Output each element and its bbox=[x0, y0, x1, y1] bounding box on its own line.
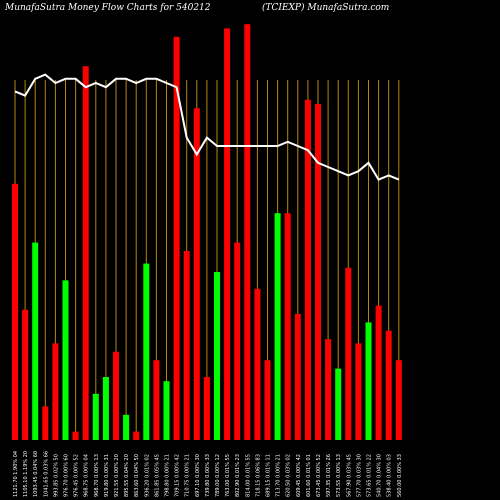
bar bbox=[52, 343, 59, 440]
bar bbox=[274, 213, 281, 440]
x-tick-label: 673.45 0.00% 52 bbox=[316, 454, 322, 497]
bar bbox=[365, 322, 372, 440]
bar bbox=[133, 431, 140, 440]
x-tick-label: 993.85 0.02% 50 bbox=[53, 454, 59, 497]
bar bbox=[375, 305, 382, 440]
x-tick-label: 895.55 0.04% 20 bbox=[124, 454, 130, 497]
x-tick-label: 968.75 0.00% 04 bbox=[84, 454, 90, 497]
bar bbox=[12, 183, 18, 441]
bar bbox=[92, 393, 99, 440]
bar bbox=[214, 272, 220, 440]
bar bbox=[335, 368, 342, 440]
x-tick-label: 802.90 0.01% 23 bbox=[235, 454, 241, 497]
x-tick-label: 573.55 0.00% 13 bbox=[336, 454, 342, 497]
x-tick-label: 1121.70 1.90% 04 bbox=[13, 451, 19, 497]
x-tick-label: 620.50 0.03% 02 bbox=[286, 454, 292, 497]
x-tick-label: 609.45 0.00% 42 bbox=[296, 454, 302, 497]
x-tick-label: 689.15 0.01% 11 bbox=[266, 454, 272, 497]
bar bbox=[82, 66, 89, 440]
x-tick-label: 968.70 0.00% 13 bbox=[94, 454, 100, 497]
bar bbox=[153, 360, 160, 440]
x-tick-label: 540.70 0.04% 30 bbox=[377, 454, 383, 497]
x-tick-labels: 1121.70 1.90% 04 1105.10 1.19% 20 1093.45 … bbox=[13, 451, 403, 497]
x-tick-label: 597.35 0.01% 26 bbox=[326, 454, 332, 497]
bar bbox=[173, 36, 180, 441]
bar bbox=[244, 24, 251, 440]
x-tick-label: 861.85 0.05% 45 bbox=[154, 454, 160, 497]
x-tick-label: 713.70 0.00% 21 bbox=[276, 454, 282, 497]
x-tick-label: 976.45 0.00% 52 bbox=[74, 454, 80, 497]
bar bbox=[385, 330, 392, 440]
bar bbox=[183, 251, 190, 440]
x-tick-label: 798.80 0.00% 21 bbox=[165, 454, 171, 497]
bar bbox=[234, 242, 241, 440]
x-tick-label: 1093.45 0.04% 60 bbox=[33, 451, 39, 497]
chart-subtitle: (TCIEXP) MunafaSutra.com bbox=[262, 3, 390, 13]
x-tick-label: 1041.65 0.03% 66 bbox=[43, 451, 49, 497]
price-line bbox=[14, 73, 400, 181]
bar bbox=[203, 377, 210, 440]
x-tick-label: 718.15 0.06% 83 bbox=[255, 454, 261, 497]
bar bbox=[395, 360, 402, 440]
x-tick-label: 814.00 0.01% 55 bbox=[245, 454, 251, 497]
x-tick-label: 710.75 0.00% 21 bbox=[185, 454, 191, 497]
x-tick-label: 709.15 0.00% 42 bbox=[175, 454, 181, 497]
bar bbox=[304, 99, 311, 441]
chart-title: MunafaSutra Money Flow Charts for 540212 bbox=[5, 3, 211, 13]
x-tick-label: 538.40 0.00% 03 bbox=[387, 454, 393, 497]
x-tick-label: 577.70 0.03% 30 bbox=[356, 454, 362, 497]
bar bbox=[254, 288, 261, 440]
bar bbox=[315, 104, 321, 440]
x-tick-label: 789.00 0.00% 12 bbox=[215, 454, 221, 497]
bar bbox=[264, 360, 271, 440]
bar bbox=[345, 267, 352, 440]
x-tick-label: 921.55 0.00% 20 bbox=[114, 454, 120, 497]
x-tick-label: 567.90 0.03% 45 bbox=[346, 454, 352, 497]
x-tick-label: 1105.10 1.19% 20 bbox=[23, 451, 29, 497]
x-tick-label: 763.00 0.01% 55 bbox=[225, 454, 231, 497]
x-tick-label: 936.20 0.01% 02 bbox=[144, 454, 150, 497]
bar bbox=[22, 309, 29, 440]
x-tick-label: 601.60 0.01% 01 bbox=[306, 454, 312, 497]
x-tick-label: 863.60 0.04% 50 bbox=[134, 454, 140, 497]
x-tick-label: 739.80 0.00% 33 bbox=[205, 454, 211, 497]
x-tick-label: 919.80 0.00% 31 bbox=[104, 454, 110, 497]
bar bbox=[32, 242, 39, 440]
bar bbox=[72, 431, 79, 440]
bar bbox=[113, 351, 119, 440]
bar-series bbox=[12, 24, 402, 441]
bar bbox=[42, 406, 49, 440]
bar bbox=[224, 28, 231, 441]
x-tick-label: 560.00 0.00% 33 bbox=[397, 454, 403, 497]
bar bbox=[325, 339, 332, 440]
bar bbox=[355, 343, 362, 440]
bar bbox=[143, 263, 150, 440]
bar bbox=[163, 381, 170, 440]
bar bbox=[123, 414, 130, 440]
bar bbox=[193, 108, 200, 440]
bar bbox=[62, 280, 69, 440]
x-tick-label: 573.65 0.01% 22 bbox=[367, 454, 373, 497]
bar bbox=[294, 314, 301, 440]
bar bbox=[284, 213, 291, 440]
x-tick-label: 697.10 0.00% 30 bbox=[195, 454, 201, 497]
x-tick-label: 976.70 0.00% 60 bbox=[64, 454, 70, 497]
bar bbox=[102, 377, 109, 440]
